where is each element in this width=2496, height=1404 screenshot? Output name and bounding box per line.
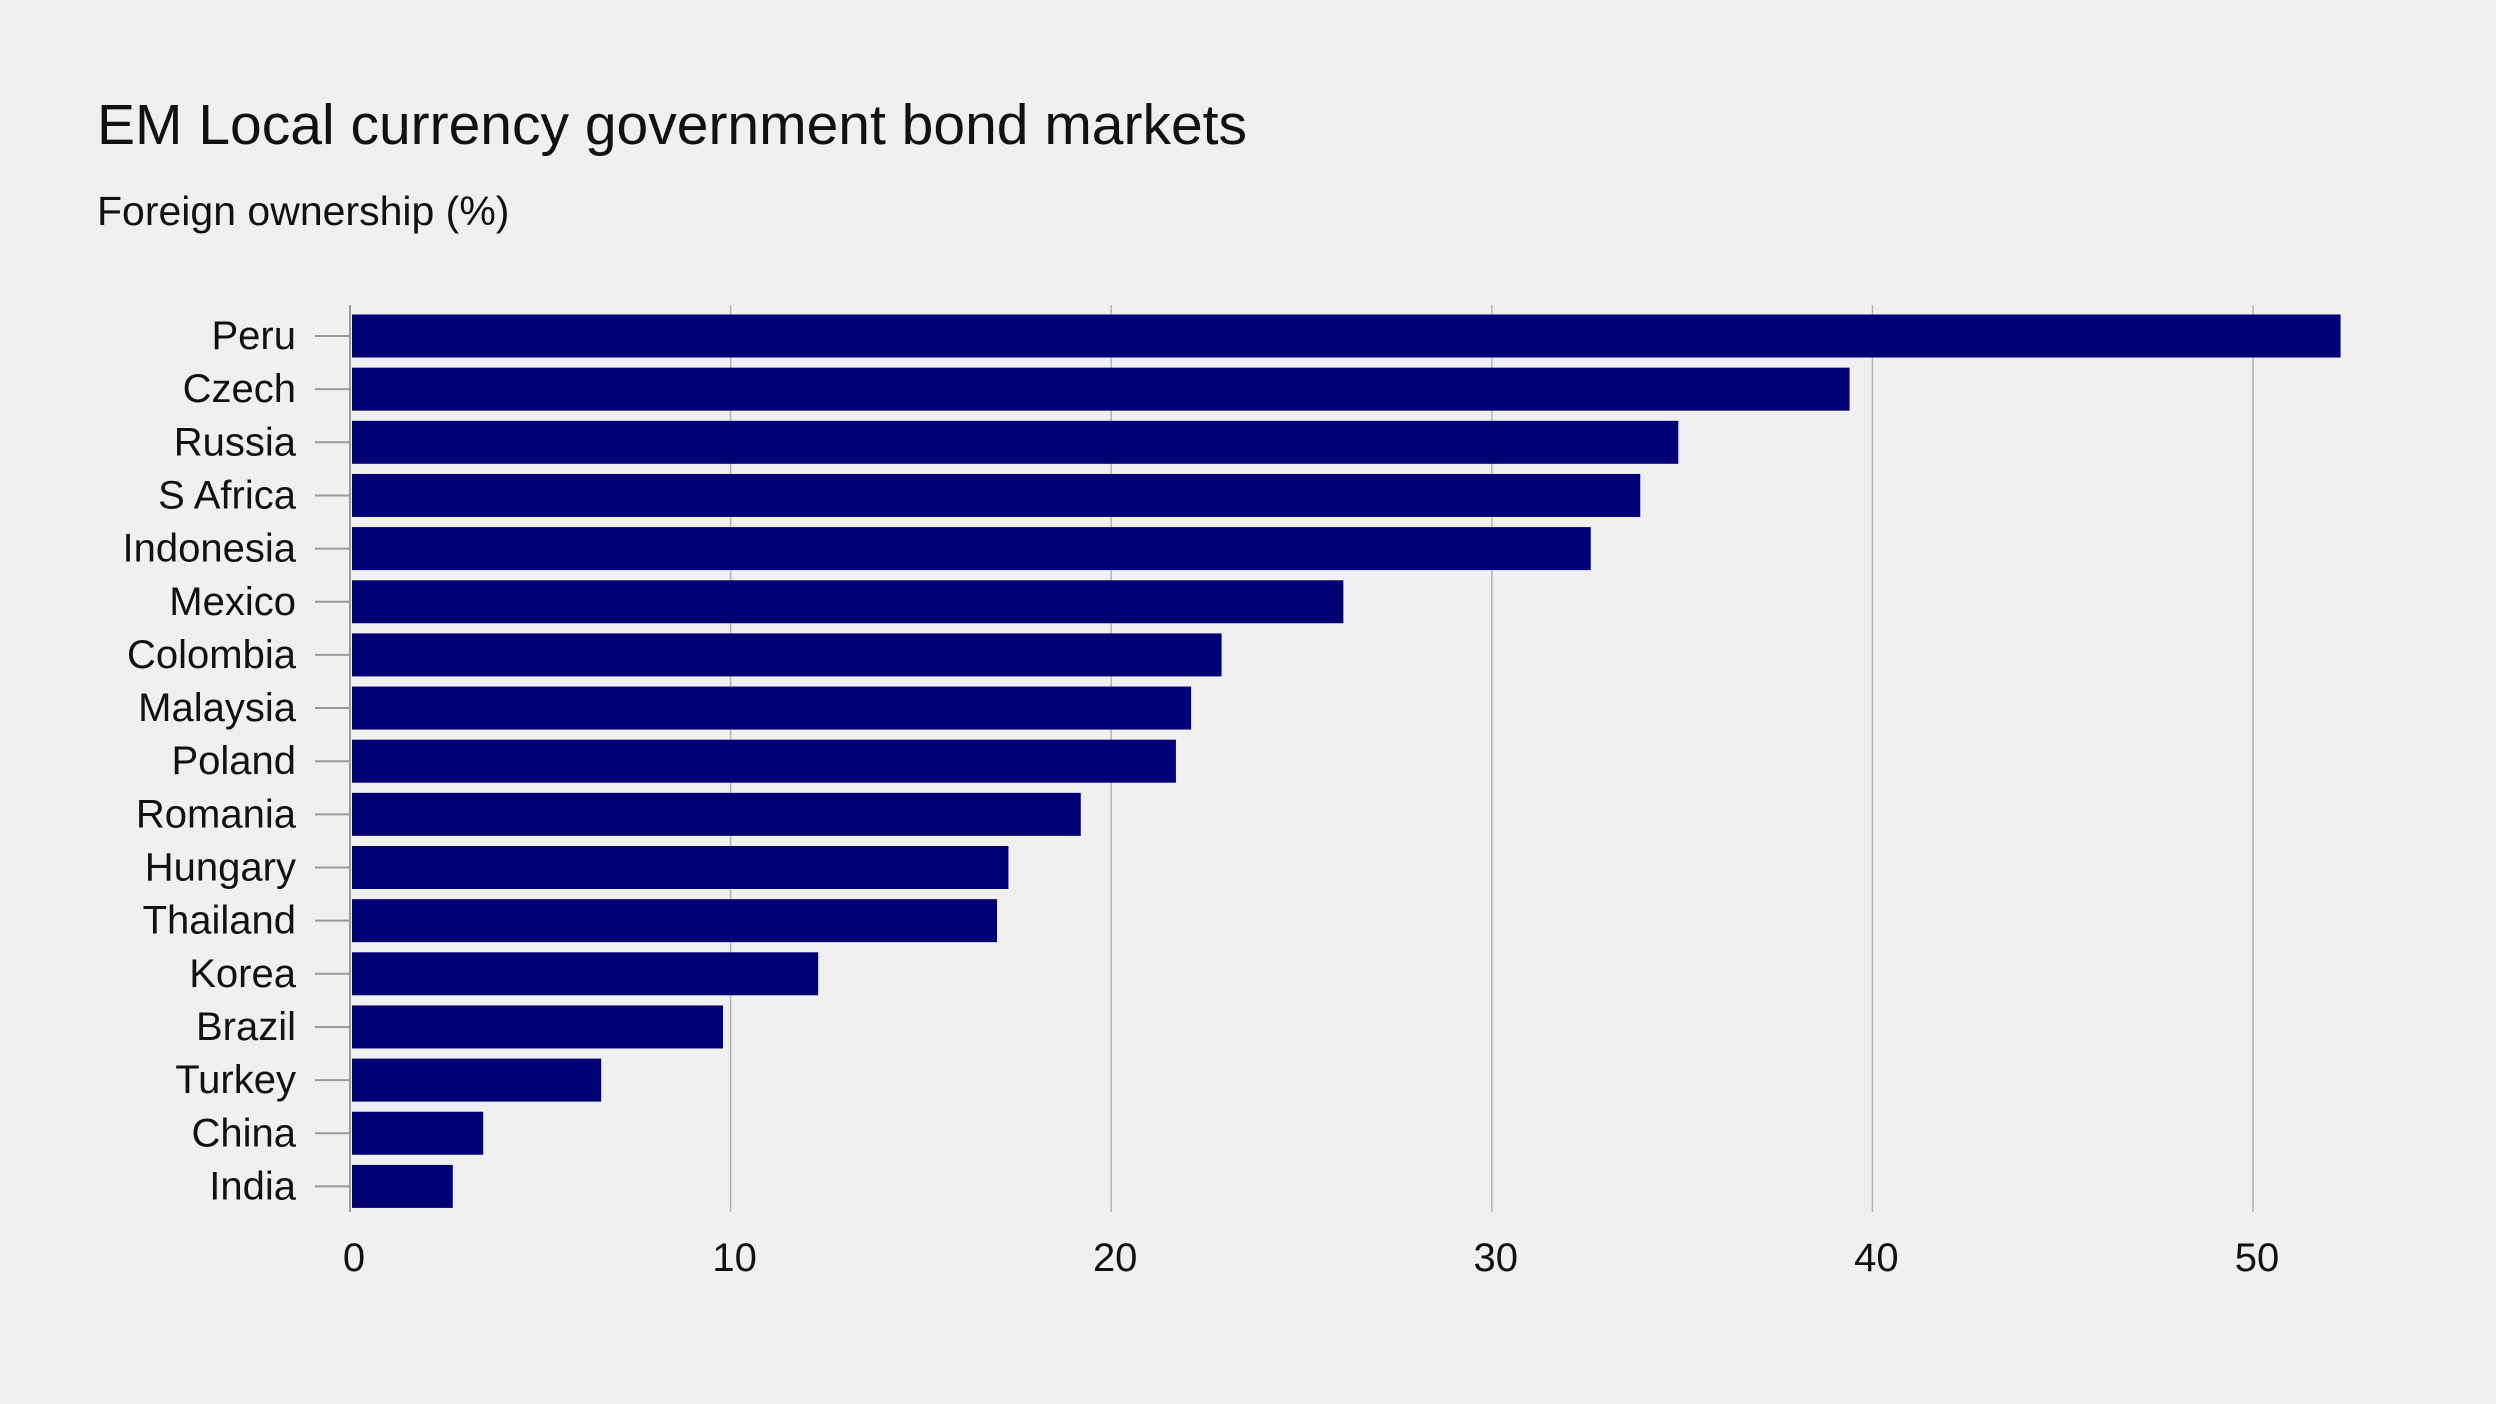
category-label-5: Mexico bbox=[169, 580, 296, 624]
category-label-13: Brazil bbox=[196, 1005, 296, 1049]
chart-subtitle: Foreign ownership (%) bbox=[97, 188, 510, 234]
bar-10 bbox=[352, 846, 1009, 889]
category-label-0: Peru bbox=[212, 314, 297, 358]
bar-6 bbox=[352, 633, 1222, 677]
bar-15 bbox=[352, 1111, 484, 1155]
category-label-9: Romania bbox=[136, 792, 297, 836]
category-label-16: India bbox=[209, 1164, 296, 1208]
category-label-8: Poland bbox=[171, 739, 296, 783]
x-tick-label-1: 10 bbox=[712, 1236, 757, 1280]
category-label-10: Hungary bbox=[145, 846, 296, 890]
bar-1 bbox=[352, 367, 1850, 411]
bar-8 bbox=[352, 739, 1176, 783]
bar-12 bbox=[352, 952, 819, 996]
bar-16 bbox=[352, 1164, 453, 1208]
category-label-15: China bbox=[191, 1111, 296, 1155]
x-tick-label-3: 30 bbox=[1474, 1236, 1519, 1280]
chart-title: EM Local currency government bond market… bbox=[97, 93, 1248, 157]
category-label-11: Thailand bbox=[143, 899, 296, 943]
x-tick-label-5: 50 bbox=[2235, 1236, 2280, 1280]
category-label-1: Czech bbox=[183, 367, 296, 411]
bar-14 bbox=[352, 1058, 602, 1102]
bar-0 bbox=[352, 314, 2341, 358]
x-tick-label-4: 40 bbox=[1854, 1236, 1899, 1280]
category-label-3: S Africa bbox=[158, 473, 297, 517]
bar-2 bbox=[352, 420, 1679, 464]
bar-13 bbox=[352, 1005, 723, 1049]
category-label-2: Russia bbox=[174, 420, 297, 464]
category-label-6: Colombia bbox=[127, 633, 297, 677]
category-label-14: Turkey bbox=[175, 1058, 296, 1102]
bar-5 bbox=[352, 580, 1344, 624]
bar-7 bbox=[352, 686, 1192, 730]
x-tick-label-0: 0 bbox=[343, 1236, 365, 1280]
category-label-12: Korea bbox=[189, 952, 296, 996]
x-tick-label-2: 20 bbox=[1093, 1236, 1138, 1280]
bar-9 bbox=[352, 792, 1081, 836]
bar-3 bbox=[352, 473, 1641, 517]
bar-4 bbox=[352, 527, 1591, 571]
category-label-7: Malaysia bbox=[138, 686, 297, 730]
category-label-4: Indonesia bbox=[123, 527, 297, 571]
bar-11 bbox=[352, 899, 998, 943]
